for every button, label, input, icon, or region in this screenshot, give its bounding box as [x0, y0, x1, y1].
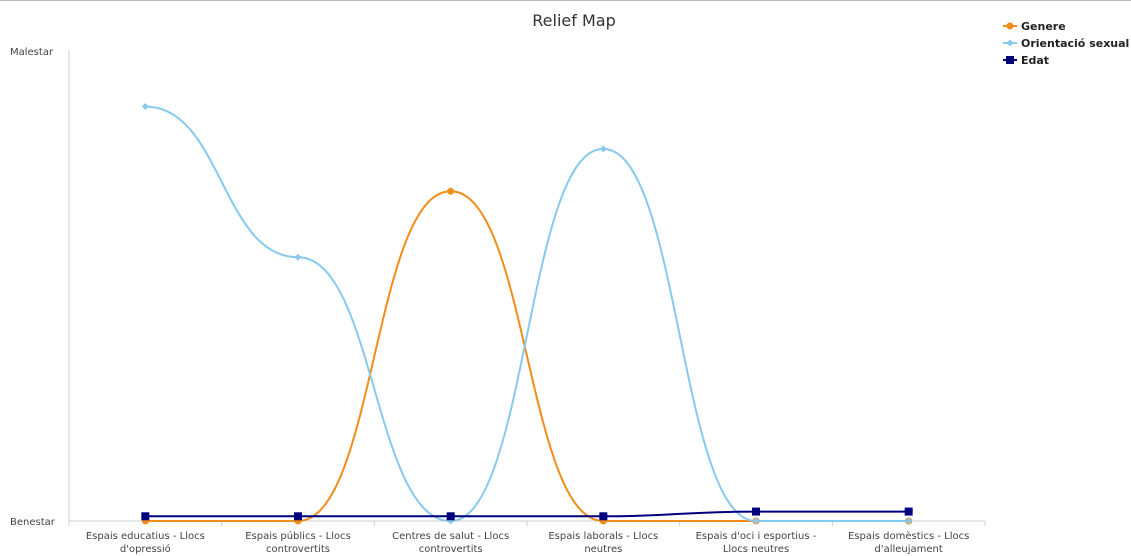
data-point	[141, 512, 150, 521]
legend-marker	[1006, 39, 1014, 47]
legend-item: Genere	[1003, 20, 1066, 33]
x-tick-label: Espais educatius - Llocs	[86, 531, 205, 542]
series-lines	[145, 105, 909, 523]
x-tick-label: Espais domèstics - Llocs	[848, 530, 969, 542]
legend-label: Orientació sexual	[1021, 37, 1129, 50]
x-ticks	[68, 521, 986, 526]
x-tick-label: d'alleujament	[874, 544, 942, 555]
data-point	[599, 145, 607, 153]
chart-title: Relief Map	[532, 11, 615, 30]
x-tick-label: Espais d'oci i esportius -	[696, 531, 817, 542]
legend-label: Genere	[1021, 20, 1066, 33]
y-label-top: Malestar	[10, 47, 54, 58]
legend-label: Edat	[1021, 54, 1049, 67]
data-point	[141, 103, 149, 111]
data-point	[752, 517, 760, 525]
x-tick-label: Centres de salut - Llocs	[392, 531, 509, 542]
x-tick-label: Espais laborals - Llocs	[548, 531, 658, 542]
x-tick-label: d'opressió	[120, 543, 171, 555]
top-border	[0, 0, 1131, 1]
x-tick-label: Llocs neutres	[723, 544, 789, 555]
series-markers	[141, 103, 913, 525]
x-tick-label: neutres	[584, 544, 622, 555]
data-point	[294, 253, 302, 261]
data-point	[752, 507, 760, 516]
data-point	[905, 517, 913, 525]
x-tick-label: controvertits	[419, 544, 483, 555]
x-tick-label: controvertits	[266, 544, 330, 555]
legend-item: Edat	[1003, 54, 1049, 67]
data-point	[904, 507, 913, 516]
series-line	[145, 510, 909, 518]
legend-item: Orientació sexual	[1003, 37, 1129, 50]
legend: Genere Orientació sexual Edat	[1003, 20, 1129, 67]
data-point	[447, 187, 455, 195]
x-tick-label: Espais públics - Llocs	[245, 530, 351, 542]
y-label-bottom: Benestar	[10, 517, 56, 528]
legend-marker	[1006, 56, 1014, 64]
data-point	[294, 512, 302, 521]
data-point	[599, 512, 608, 521]
data-point	[446, 512, 455, 521]
series-line	[145, 105, 909, 523]
legend-marker	[1006, 22, 1014, 30]
